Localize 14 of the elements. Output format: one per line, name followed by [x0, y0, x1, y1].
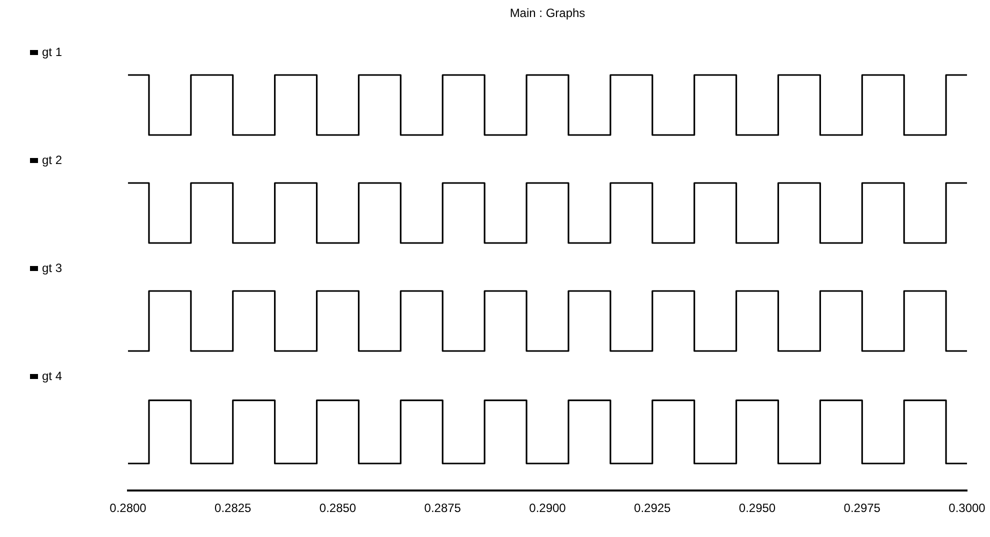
x-tick-label: 0.2875 — [424, 501, 462, 516]
x-tick-label: 0.2900 — [529, 501, 566, 516]
x-tick-label: 0.2950 — [738, 501, 776, 516]
x-tick-label: 0.2800 — [110, 501, 147, 516]
legend-label: gt 4 — [41, 369, 62, 383]
x-tick-label: 0.2825 — [214, 501, 252, 516]
legend-label: gt 3 — [41, 261, 62, 275]
legend-label: gt 1 — [41, 45, 62, 59]
x-tick-label: 0.2850 — [319, 501, 356, 516]
x-tick-label: 0.3000 — [948, 501, 986, 516]
chart-title: Main : Graphs — [508, 6, 586, 20]
legend-label: gt 2 — [41, 153, 62, 167]
x-tick-label: 0.2925 — [634, 501, 672, 516]
x-tick-label: 0.2975 — [844, 501, 881, 516]
